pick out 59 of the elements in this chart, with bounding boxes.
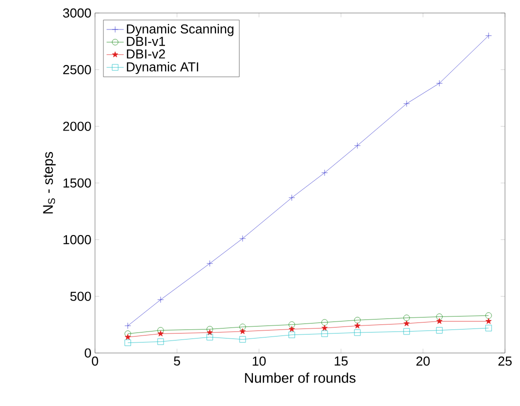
x-tick-label: 0	[92, 356, 98, 366]
point	[485, 32, 492, 39]
point	[206, 334, 214, 340]
point	[124, 330, 132, 337]
y-tick-label: 500	[70, 292, 91, 301]
x-tick-label: 5	[174, 356, 180, 366]
y-tick-label: 2000	[63, 122, 91, 131]
point	[404, 320, 410, 326]
legend-label: Dynamic ATI	[126, 62, 198, 74]
point	[354, 142, 361, 149]
point	[288, 194, 295, 201]
point	[354, 329, 361, 336]
point	[157, 296, 164, 303]
point	[206, 326, 214, 332]
point	[239, 324, 246, 330]
x-axis-title: Number of rounds	[245, 372, 356, 383]
legend-label: DBI-v2	[126, 49, 165, 58]
x-tick-label: 20	[416, 356, 430, 366]
point	[485, 312, 492, 319]
point	[436, 327, 443, 334]
point	[239, 235, 246, 242]
y-tick-label: 1000	[64, 235, 91, 244]
point	[354, 322, 360, 328]
point	[288, 326, 295, 332]
point	[486, 318, 492, 324]
y-axis-title: N$_{S}$ - steps	[43, 152, 56, 214]
x-tick-label: 10	[252, 356, 266, 366]
point	[124, 340, 132, 346]
point	[239, 336, 246, 343]
point	[321, 330, 328, 337]
point	[124, 322, 132, 329]
y-tick-label: 3000	[63, 8, 91, 18]
point	[403, 100, 410, 107]
point	[485, 324, 492, 332]
point	[157, 338, 164, 345]
point	[157, 327, 164, 334]
x-tick-label: 25	[498, 356, 512, 366]
point	[124, 334, 131, 340]
point	[436, 80, 443, 86]
y-tick-label: 2500	[63, 65, 91, 74]
point	[206, 260, 214, 267]
point	[288, 332, 295, 338]
y-tick-label: 0	[84, 348, 91, 358]
legend-label: DBI-v1	[126, 36, 165, 46]
point	[354, 316, 361, 324]
point	[206, 329, 213, 336]
point	[436, 318, 442, 324]
point	[403, 328, 410, 335]
point	[403, 314, 410, 322]
point	[240, 328, 246, 334]
point	[158, 330, 164, 336]
x-tick-label: 15	[334, 356, 348, 366]
y-tick-label: 1500	[64, 178, 91, 188]
point	[322, 324, 328, 331]
point	[321, 170, 328, 176]
point	[288, 321, 295, 328]
point	[321, 319, 328, 326]
legend-label: Dynamic Scanning	[126, 24, 234, 36]
point	[436, 314, 443, 320]
